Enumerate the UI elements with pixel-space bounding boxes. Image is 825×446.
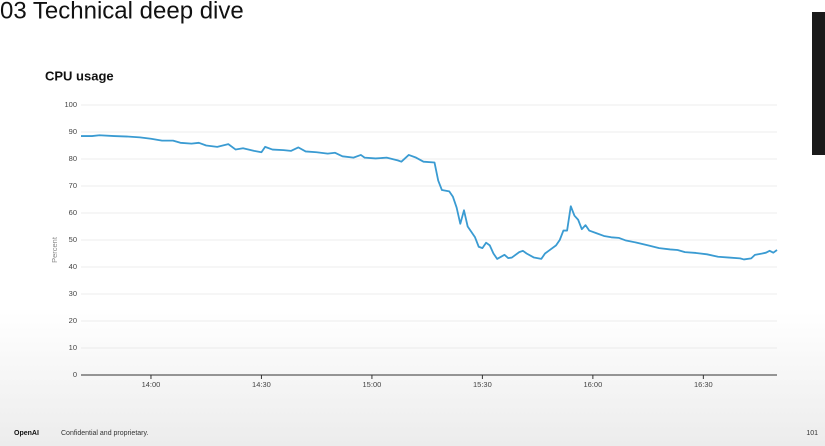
x-tick-label: 16:00 [583,380,602,389]
y-tick-label: 90 [69,127,77,136]
y-tick-label: 10 [69,343,77,352]
chart-title: CPU usage [45,68,114,83]
x-tick-label: 14:00 [142,380,161,389]
y-tick-label: 50 [69,235,77,244]
y-tick-label: 100 [64,100,77,109]
y-tick-label: 40 [69,262,77,271]
y-tick-label: 30 [69,289,77,298]
y-tick-label: 70 [69,181,77,190]
x-tick-label: 14:30 [252,380,271,389]
y-tick-label: 80 [69,154,77,163]
x-tick-label: 16:30 [694,380,713,389]
data-line [81,134,778,261]
y-tick-label: 0 [73,370,77,379]
x-tick-label: 15:00 [363,380,382,389]
footer-note: Confidential and proprietary. [61,430,148,437]
slide-title: 03 Technical deep dive [0,0,244,24]
edge-bar [812,12,825,155]
y-tick-label: 60 [69,208,77,217]
footer-brand: OpenAI [14,430,39,437]
y-tick-label: 20 [69,316,77,325]
page-number: 101 [806,430,818,437]
x-tick-label: 15:30 [473,380,492,389]
y-axis-label: Percent [50,236,59,263]
